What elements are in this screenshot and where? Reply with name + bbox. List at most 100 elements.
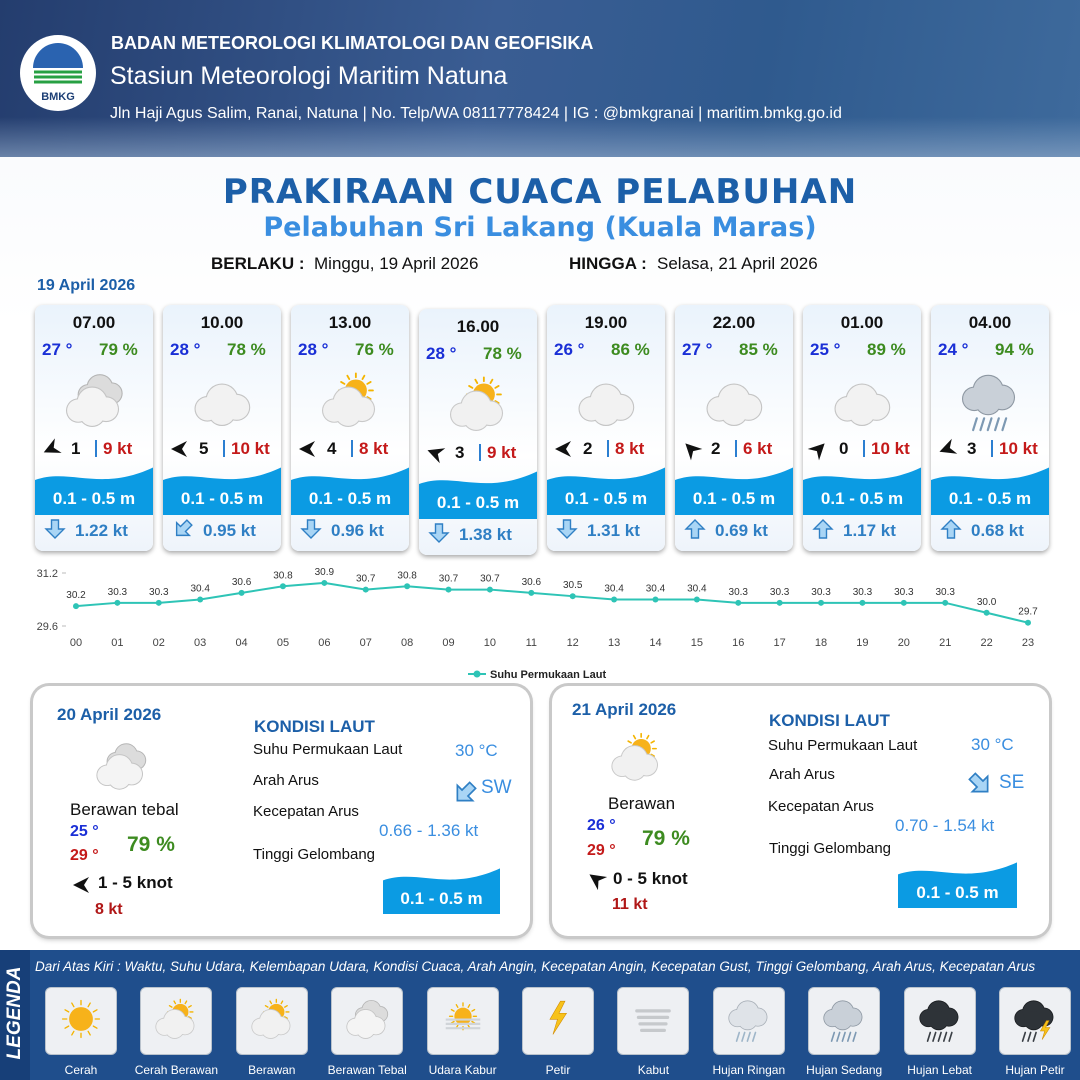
current-arrow (300, 519, 322, 539)
rain-drop (735, 1031, 740, 1042)
sun-ray (361, 374, 366, 380)
sun-ray (455, 1004, 459, 1008)
agency: BADAN METEOROLOGI KLIMATOLOGI DAN GEOFIS… (111, 33, 594, 53)
legend-item-label: Hujan Petir (1005, 1063, 1065, 1077)
wind-speed: 3 (455, 443, 465, 462)
weather-icon (346, 999, 389, 1039)
time: 01.00 (840, 313, 884, 332)
sst-point (279, 583, 286, 590)
current-arrow (428, 523, 450, 543)
valid-to: Selasa, 21 April 2026 (657, 254, 818, 273)
sun-ray (173, 1000, 177, 1005)
x-tick-label: 15 (691, 637, 703, 649)
rain-drop (1021, 1031, 1027, 1042)
rain-drop (994, 417, 1000, 432)
legend-band: LEGENDA Dari Atas Kiri : Waktu, Suhu Udar… (0, 950, 1080, 1080)
gust: 10 kt (231, 439, 270, 458)
sst-point (983, 609, 990, 616)
sun-ray (494, 400, 500, 404)
sea-title: KONDISI LAUT (254, 717, 375, 736)
rain-drop (841, 1031, 847, 1042)
x-tick-label: 18 (815, 637, 827, 649)
humidity: 86 % (611, 340, 650, 359)
sst-value: 30 °C (971, 735, 1014, 754)
wave-fill (803, 467, 921, 515)
current-arrow-head (175, 519, 193, 537)
gust: 10 kt (999, 439, 1038, 458)
wave-shape (898, 862, 1017, 908)
wave-fill (35, 467, 153, 515)
wind-arrow (807, 443, 825, 461)
sun-ray (87, 1030, 91, 1036)
data-label: 30.3 (811, 587, 831, 598)
sun-ray (280, 1000, 284, 1005)
wave-height: 0.1 - 0.5 m (436, 493, 520, 512)
sun-ray (92, 1025, 98, 1029)
legend-item-box (903, 987, 976, 1055)
time: 10.00 (200, 313, 244, 332)
day-temp-max: 29 ° (587, 842, 616, 859)
sun-ray (71, 1030, 75, 1036)
sun-ray (346, 374, 351, 380)
wind-arrow-head (555, 441, 571, 457)
x-tick-label: 19 (856, 637, 868, 649)
x-tick-label: 06 (318, 637, 330, 649)
data-label: 30.7 (480, 574, 500, 585)
day-condition: Berawan tebal (70, 800, 179, 819)
x-tick-label: 02 (153, 637, 165, 649)
sun-ray (450, 1020, 455, 1024)
wave-shape (547, 467, 665, 515)
logo-sky (33, 43, 83, 68)
wave-shape (163, 467, 281, 515)
weather-icon (961, 374, 1016, 432)
day-gust: 11 kt (612, 896, 648, 913)
wave-fill (383, 868, 500, 914)
sun-ray (87, 1002, 91, 1008)
temperature: 28 ° (298, 340, 329, 359)
x-tick-label: 08 (401, 637, 413, 649)
data-label: 30.9 (315, 567, 335, 578)
current-arrow (812, 519, 834, 539)
weather-icon (1014, 1000, 1054, 1042)
wind-arrow (43, 438, 62, 453)
time: 04.00 (968, 313, 1012, 332)
sun-ray (627, 740, 632, 744)
data-label: 30.3 (853, 587, 873, 598)
sun-ray (184, 1000, 188, 1005)
sun-ray (269, 1000, 272, 1005)
rain-drop (986, 417, 993, 432)
sst-point (321, 579, 328, 586)
legend-item-label: Cerah (64, 1063, 98, 1077)
sun-ray (489, 378, 494, 384)
legend-item-box (999, 987, 1071, 1055)
wind-arrow (73, 877, 89, 893)
weather-icon (823, 1000, 863, 1042)
current-arrow-head (428, 523, 450, 543)
data-label: 30.6 (232, 577, 252, 588)
sun-ray (188, 1016, 193, 1019)
sun-ray (264, 1005, 269, 1008)
sun-ray (650, 740, 655, 744)
current-arrow-head (812, 519, 834, 539)
rain-drop (751, 1031, 757, 1042)
wind-speed: 0 (839, 439, 849, 458)
speed-value: 0.70 - 1.54 kt (895, 816, 995, 835)
wave-shape (383, 868, 500, 914)
sst-point (197, 596, 204, 603)
wave-fill (931, 467, 1049, 515)
sst-point (1025, 619, 1031, 626)
separator (735, 440, 737, 457)
data-label: 30.2 (66, 590, 86, 601)
time: 13.00 (328, 313, 372, 332)
current-speed: 0.96 kt (331, 521, 384, 540)
wind-arrow (171, 441, 187, 457)
legend-item-box (45, 987, 117, 1055)
sun-ray (169, 1005, 173, 1008)
x-tick-label: 11 (526, 637, 537, 649)
current-arrow-head (300, 519, 322, 539)
day-date: 20 April 2026 (57, 705, 162, 724)
legend-item-label: Kabut (637, 1063, 670, 1077)
rain-drop (947, 1031, 953, 1042)
x-tick-label: 10 (484, 637, 496, 649)
